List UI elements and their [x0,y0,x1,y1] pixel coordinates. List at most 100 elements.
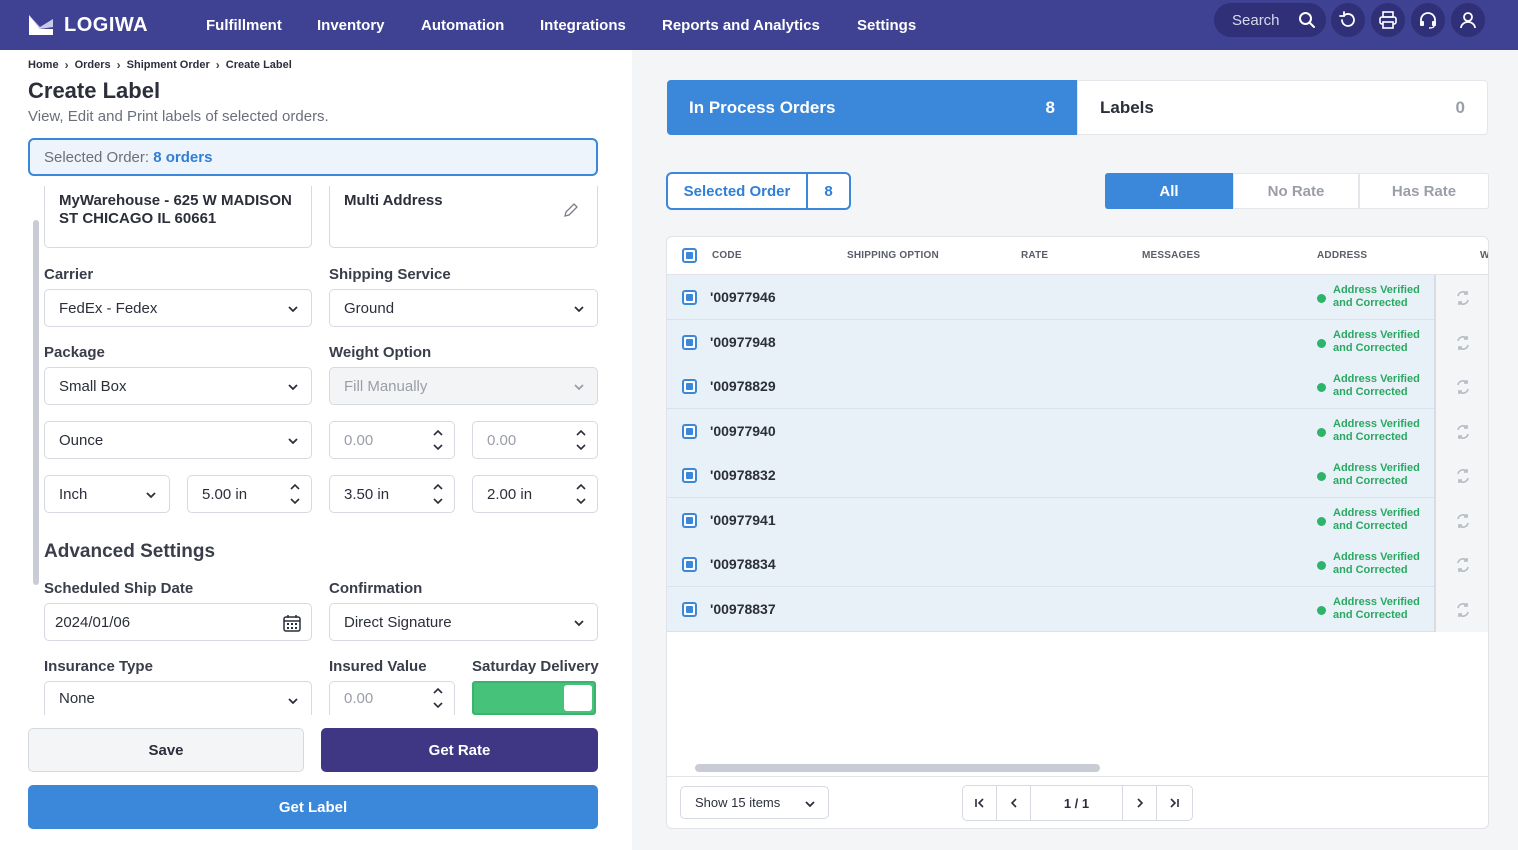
column-shipping-option[interactable]: SHIPPING OPTION [847,250,939,261]
nav-automation[interactable]: Automation [421,17,505,34]
column-w[interactable]: W [1480,250,1489,261]
stepper-icon[interactable] [575,481,587,507]
stepper-icon[interactable] [575,427,587,453]
filter-has-rate[interactable]: Has Rate [1359,173,1489,209]
print-button[interactable] [1371,3,1405,37]
nav-reports-analytics[interactable]: Reports and Analytics [662,17,820,34]
order-code: '00977948 [710,334,776,350]
row-checkbox[interactable] [682,468,697,483]
ship-date-input[interactable]: 2024/01/06 [44,603,312,641]
address-status: Address Verified and Corrected [1333,329,1420,355]
get-label-button[interactable]: Get Label [28,785,598,829]
user-button[interactable] [1451,3,1485,37]
address-status-line-2: and Corrected [1333,342,1408,354]
sync-icon [1457,424,1469,439]
breadcrumb-home[interactable]: Home [28,59,59,71]
first-page-icon [974,798,984,808]
row-checkbox[interactable] [682,335,697,350]
filter-all[interactable]: All [1105,173,1233,209]
form-scrollbar[interactable] [33,220,39,585]
last-page-button[interactable] [1157,786,1191,820]
stepper-icon[interactable] [432,481,444,507]
printer-icon [1379,11,1397,29]
breadcrumb-orders[interactable]: Orders [74,59,111,71]
save-button[interactable]: Save [28,728,304,772]
first-page-button[interactable] [963,786,997,820]
selected-order-count[interactable]: 8 orders [153,149,213,166]
insurance-type-select[interactable]: None [44,681,312,715]
weight-unit-select[interactable]: Ounce [44,421,312,459]
table-row[interactable]: '00977946 Address Verified and Corrected [667,275,1488,320]
page-size-select[interactable]: Show 15 items [680,786,829,819]
insured-value-input[interactable]: 0.00 [329,681,455,715]
row-sync-button[interactable] [1434,498,1488,543]
confirmation-select[interactable]: Direct Signature [329,603,598,641]
table-row[interactable]: '00977948 Address Verified and Corrected [667,320,1488,365]
weight-primary-input[interactable]: 0.00 [329,421,455,459]
address-status-line-1: Address Verified [1333,284,1420,296]
row-checkbox[interactable] [682,424,697,439]
nav-settings[interactable]: Settings [857,17,917,34]
pencil-icon[interactable] [563,202,579,218]
select-all-checkbox[interactable] [682,248,697,263]
nav-inventory[interactable]: Inventory [317,17,385,34]
table-footer-divider [667,776,1488,777]
saturday-delivery-toggle[interactable] [472,681,596,715]
row-checkbox[interactable] [682,557,697,572]
stepper-icon[interactable] [289,481,301,507]
tab-in-process-orders[interactable]: In Process Orders 8 [667,80,1077,135]
row-sync-button[interactable] [1434,364,1488,409]
logiwa-logo[interactable]: LOGIWA [28,10,148,40]
table-row[interactable]: '00978834 Address Verified and Corrected [667,542,1488,587]
insured-value-label: Insured Value [329,658,427,675]
shipping-service-select[interactable]: Ground [329,289,598,327]
filter-no-rate[interactable]: No Rate [1233,173,1359,209]
address-status: Address Verified and Corrected [1333,462,1420,488]
dimension-unit-select[interactable]: Inch [44,475,170,513]
row-checkbox[interactable] [682,290,697,305]
column-address[interactable]: ADDRESS [1317,250,1368,261]
table-row[interactable]: '00977940 Address Verified and Corrected [667,409,1488,454]
row-sync-button[interactable] [1434,453,1488,498]
table-row[interactable]: '00978829 Address Verified and Corrected [667,364,1488,409]
carrier-select[interactable]: FedEx - Fedex [44,289,312,327]
nav-integrations[interactable]: Integrations [540,17,626,34]
table-horizontal-scrollbar[interactable] [695,764,1100,772]
length-input[interactable]: 5.00 in [187,475,312,513]
height-input[interactable]: 2.00 in [472,475,598,513]
column-code[interactable]: CODE [712,250,742,261]
address-status-line-1: Address Verified [1333,373,1420,385]
address-status-line-1: Address Verified [1333,596,1420,608]
package-select[interactable]: Small Box [44,367,312,405]
row-sync-button[interactable] [1434,275,1488,320]
insurance-type-value: None [59,690,95,707]
tab-labels[interactable]: Labels 0 [1077,80,1488,135]
stepper-icon[interactable] [432,427,444,453]
previous-page-button[interactable] [997,786,1031,820]
table-row[interactable]: '00978832 Address Verified and Corrected [667,453,1488,498]
width-input[interactable]: 3.50 in [329,475,455,513]
column-messages[interactable]: MESSAGES [1142,250,1201,261]
next-page-button[interactable] [1123,786,1157,820]
nav-fulfillment[interactable]: Fulfillment [206,17,282,34]
refresh-button[interactable] [1331,3,1365,37]
get-rate-button[interactable]: Get Rate [321,728,598,772]
support-button[interactable] [1411,3,1445,37]
search-input[interactable]: Search [1214,3,1326,37]
calendar-icon[interactable] [282,613,302,633]
row-sync-button[interactable] [1434,409,1488,454]
row-checkbox[interactable] [682,379,697,394]
selected-order-filter[interactable]: Selected Order 8 [666,172,851,210]
row-checkbox[interactable] [682,602,697,617]
weight-secondary-input[interactable]: 0.00 [472,421,598,459]
row-checkbox[interactable] [682,513,697,528]
row-sync-button[interactable] [1434,587,1488,632]
ship-date-label: Scheduled Ship Date [44,580,194,597]
breadcrumb-shipment-order[interactable]: Shipment Order [126,59,210,71]
table-row[interactable]: '00978837 Address Verified and Corrected [667,587,1488,632]
stepper-icon[interactable] [432,685,444,711]
column-rate[interactable]: RATE [1021,250,1049,261]
table-row[interactable]: '00977941 Address Verified and Corrected [667,498,1488,543]
row-sync-button[interactable] [1434,542,1488,587]
row-sync-button[interactable] [1434,320,1488,365]
